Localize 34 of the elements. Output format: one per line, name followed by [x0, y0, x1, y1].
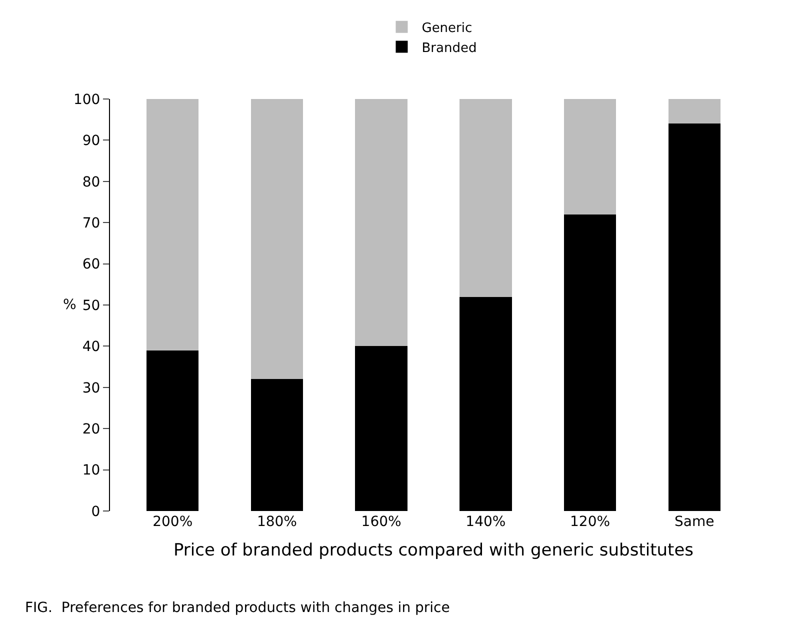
x-tick-label: Same	[674, 514, 714, 530]
x-tick-label: 160%	[361, 514, 402, 530]
x-tick-label: 200%	[152, 514, 193, 530]
bar	[564, 214, 616, 511]
bar	[564, 99, 616, 214]
y-tick-label: 80	[82, 174, 100, 190]
bar	[355, 346, 408, 511]
y-tick-label: 70	[82, 216, 100, 232]
y-tick-label: 20	[82, 422, 100, 438]
y-tick-label: 50	[82, 298, 100, 314]
y-tick-label: 40	[82, 339, 100, 356]
y-axis-title: %	[63, 297, 76, 313]
text: FIG. Preferences for branded products with changes in price	[25, 600, 450, 616]
x-axis-title: Price of branded products compared with generic substitutes	[173, 540, 694, 560]
x-tick-label: 120%	[570, 514, 610, 530]
y-tick-label: 30	[82, 380, 100, 396]
legend-label: Branded	[422, 40, 477, 56]
y-tick-label: 0	[91, 504, 100, 520]
bar	[460, 99, 512, 297]
x-tick-label: 140%	[466, 514, 506, 530]
bar	[250, 99, 304, 380]
y-tick-label: 60	[82, 256, 100, 273]
y-tick-label: 10	[82, 462, 100, 479]
y-tick-label: 100	[73, 92, 100, 108]
x-tick-label: 180%	[256, 514, 297, 530]
bar	[668, 99, 720, 124]
bar	[146, 99, 199, 350]
y-tick-label: 90	[82, 133, 100, 150]
bar	[355, 99, 408, 346]
bar	[460, 296, 512, 511]
legend-label: Generic	[422, 20, 472, 36]
bar	[146, 350, 199, 511]
bar	[668, 124, 720, 511]
bar	[250, 379, 304, 511]
